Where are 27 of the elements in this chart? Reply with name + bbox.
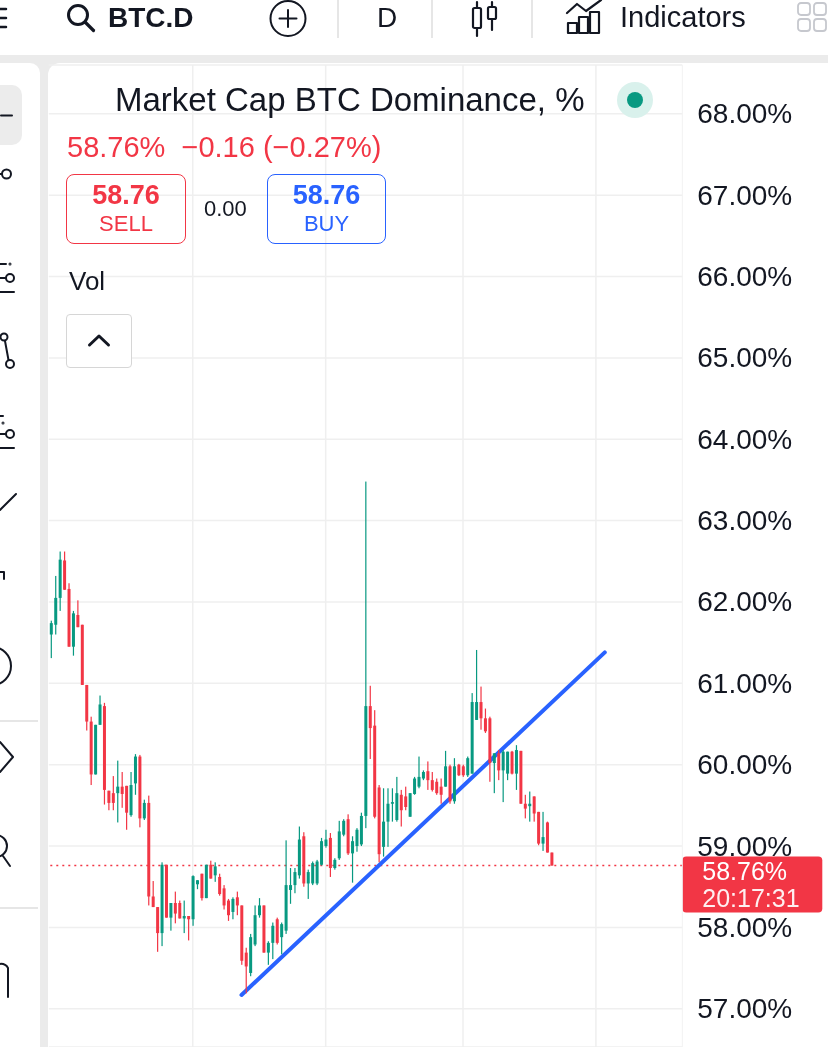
text: 58.76% −0.16 (−0.27%) — [67, 131, 382, 163]
candlestick — [479, 686, 483, 730]
annotation: BUY — [302, 211, 351, 237]
text: BTC.D — [108, 1, 194, 35]
y-tick-label: 66.00% — [697, 261, 793, 293]
text: Market Cap BTC Dominance, % — [115, 81, 585, 119]
y-tick-label: 58.00% — [697, 911, 793, 943]
y-tick-label: 62.00% — [697, 586, 793, 618]
y-tick-label: 63.00% — [697, 505, 793, 537]
annotation: SELL — [98, 211, 154, 237]
text: D — [377, 1, 398, 35]
y-tick-label: 67.00% — [697, 179, 793, 211]
y-tick-label: 65.00% — [697, 342, 793, 374]
annotation: 0.00 — [204, 196, 247, 222]
y-tick-label: 64.00% — [697, 423, 793, 455]
text: Indicators — [620, 0, 746, 35]
annotation: Vol — [69, 266, 106, 296]
candlestick — [386, 788, 390, 847]
y-tick-label: 61.00% — [697, 667, 793, 699]
annotation: 58.76 — [91, 180, 161, 210]
y-tick-label: 68.00% — [697, 98, 793, 130]
candlestick — [541, 811, 545, 851]
text: 20:17:31 — [702, 883, 800, 912]
y-tick-label: 57.00% — [697, 993, 793, 1025]
y-tick-label: 60.00% — [697, 749, 793, 781]
candlestick — [258, 898, 262, 918]
annotation: 58.76 — [291, 180, 362, 210]
